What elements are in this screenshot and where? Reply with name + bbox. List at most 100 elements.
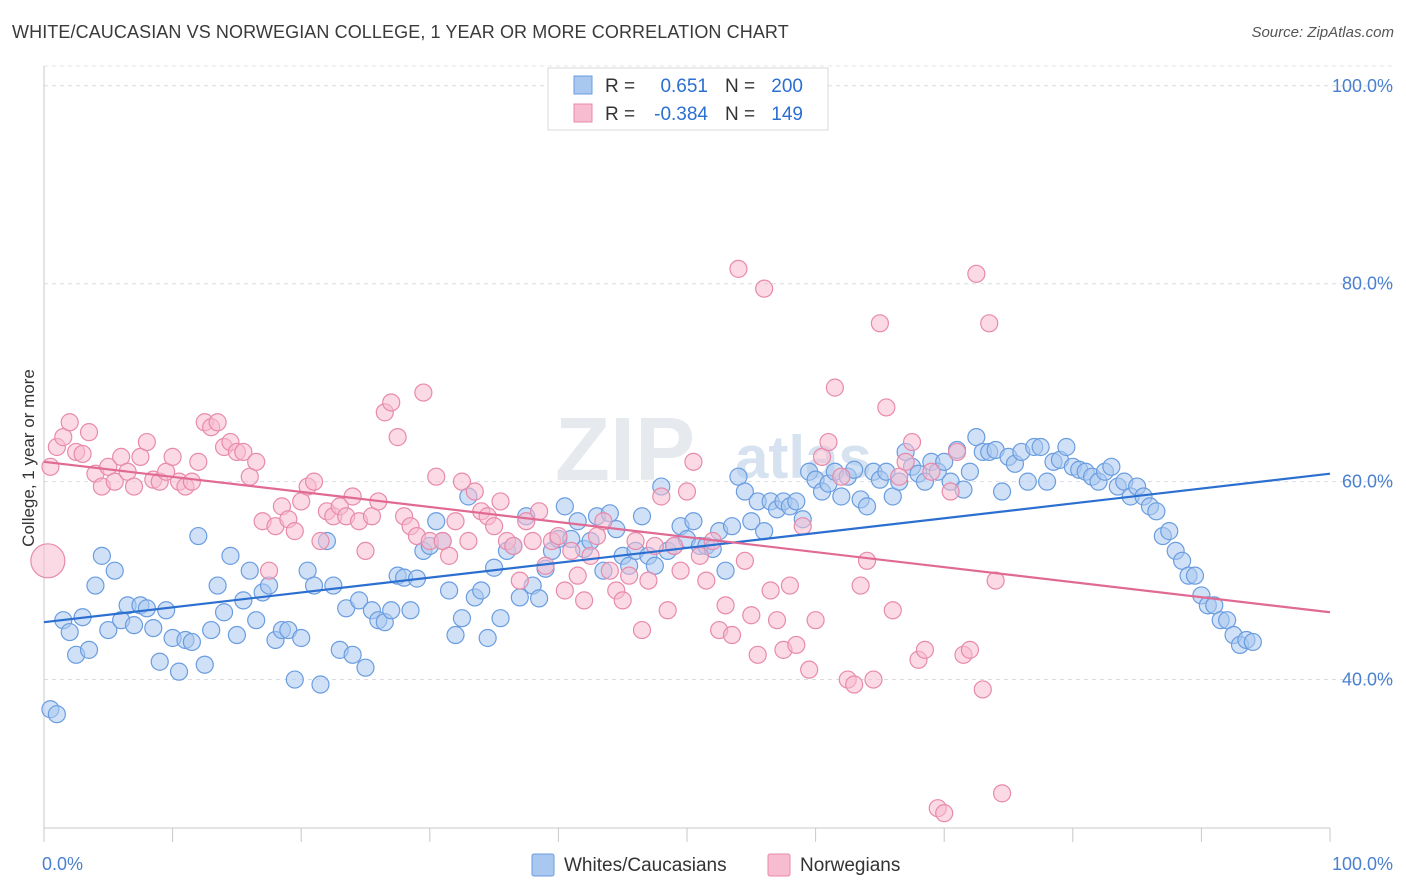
- white-caucasian-point: [221, 546, 240, 565]
- white-caucasian-point: [189, 526, 208, 546]
- norwegian-point: [613, 591, 632, 610]
- white-caucasian-point: [935, 452, 954, 471]
- legend-n-value: 149: [771, 104, 803, 125]
- white-caucasian-point: [105, 561, 124, 580]
- white-caucasian-point: [1018, 472, 1037, 491]
- norwegian-point: [967, 264, 986, 283]
- norwegian-point: [941, 482, 960, 501]
- white-caucasian-point: [632, 507, 652, 526]
- white-caucasian-point: [182, 632, 201, 652]
- series-legend: Whites/Caucasians Norwegians: [531, 853, 900, 877]
- norwegian-point: [742, 606, 761, 625]
- series-legend-swatch: [531, 853, 555, 877]
- y-tick-label: 60.0%: [1342, 472, 1393, 492]
- white-caucasian-point: [214, 603, 234, 622]
- norwegian-point: [787, 635, 806, 655]
- white-caucasian-point: [324, 576, 343, 595]
- legend-r-label: R =: [605, 76, 635, 97]
- norwegian-point: [857, 551, 877, 570]
- norwegian-point: [30, 543, 66, 579]
- white-caucasian-point: [137, 599, 156, 618]
- norwegian-point: [960, 640, 980, 659]
- white-caucasian-point: [1243, 632, 1262, 652]
- norwegian-point: [73, 444, 92, 464]
- x-tick-label: 100.0%: [1332, 854, 1393, 874]
- norwegian-point: [870, 314, 890, 333]
- norwegian-point: [388, 428, 407, 447]
- white-caucasian-point: [1057, 437, 1076, 457]
- white-caucasian-point: [208, 576, 227, 595]
- norwegian-point: [819, 432, 838, 452]
- white-caucasian-point: [1031, 437, 1050, 457]
- white-caucasian-point: [227, 625, 246, 645]
- norwegian-point: [79, 423, 99, 442]
- white-caucasian-point: [285, 670, 304, 689]
- legend-n-label: N =: [725, 104, 755, 125]
- white-caucasian-point: [1185, 566, 1205, 585]
- norwegian-point: [992, 784, 1012, 803]
- norwegian-point: [973, 680, 992, 699]
- white-caucasian-point: [86, 576, 105, 595]
- norwegian-point: [549, 526, 568, 546]
- white-caucasian-point: [960, 462, 980, 481]
- source-credit: Source: ZipAtlas.com: [1251, 24, 1394, 41]
- norwegian-point: [259, 561, 279, 580]
- norwegian-point: [182, 472, 201, 491]
- norwegian-point: [247, 452, 266, 471]
- white-caucasian-point: [247, 611, 266, 630]
- norwegian-point: [285, 522, 304, 541]
- norwegian-point: [896, 452, 915, 471]
- grid-lines: [44, 65, 1392, 681]
- norwegian-point: [722, 625, 742, 645]
- norwegian-point: [677, 482, 697, 501]
- white-caucasian-point: [195, 655, 214, 674]
- white-caucasian-point: [755, 522, 774, 541]
- white-caucasian-point: [157, 601, 176, 620]
- white-caucasian-point: [124, 616, 144, 635]
- white-caucasian-point: [150, 652, 169, 671]
- white-caucasian-point: [60, 622, 79, 642]
- norwegian-point: [915, 640, 935, 659]
- white-caucasian-point: [1147, 502, 1166, 521]
- norwegian-point: [947, 442, 967, 462]
- norwegian-point: [793, 517, 812, 536]
- norwegian-point: [806, 611, 825, 630]
- white-caucasian-point: [491, 609, 510, 628]
- white-caucasian-point: [439, 581, 459, 600]
- norwegian-point: [382, 393, 401, 412]
- white-caucasian-point: [47, 705, 66, 724]
- norwegian-point: [510, 571, 529, 590]
- y-tick-label: 100.0%: [1332, 76, 1393, 96]
- legend-swatch: [573, 75, 593, 95]
- norwegian-point: [427, 467, 446, 486]
- white-caucasian-point: [169, 662, 189, 681]
- white-caucasian-point: [92, 546, 111, 565]
- norwegian-trend-line: [43, 460, 1331, 614]
- norwegian-point: [620, 566, 639, 585]
- white-caucasian-point: [356, 658, 375, 677]
- norwegian-point: [851, 576, 870, 595]
- norwegian-point: [729, 259, 748, 278]
- white-caucasian-point: [735, 482, 754, 501]
- norwegian-point: [523, 531, 542, 551]
- series-legend-swatch: [767, 853, 791, 877]
- norwegian-point: [234, 442, 253, 462]
- norwegian-point: [414, 383, 433, 402]
- white-caucasian-point: [349, 591, 369, 610]
- norwegian-point: [761, 581, 780, 600]
- white-caucasian-point: [1102, 457, 1121, 476]
- legend-r-label: R =: [605, 104, 635, 125]
- white-caucasian-point: [311, 675, 330, 694]
- norwegian-point: [208, 413, 227, 432]
- norwegian-point: [452, 472, 472, 491]
- chart-title: WHITE/CAUCASIAN VS NORWEGIAN COLLEGE, 1 …: [12, 22, 789, 42]
- legend-swatch: [573, 103, 593, 123]
- norwegian-point: [902, 432, 922, 452]
- norwegian-point: [767, 611, 787, 630]
- y-axis-label: College, 1 year or more: [19, 369, 38, 547]
- white-caucasian-point: [742, 512, 761, 531]
- norwegian-point: [60, 413, 79, 432]
- white-caucasian-point: [832, 487, 851, 506]
- white-caucasian-point: [240, 561, 259, 580]
